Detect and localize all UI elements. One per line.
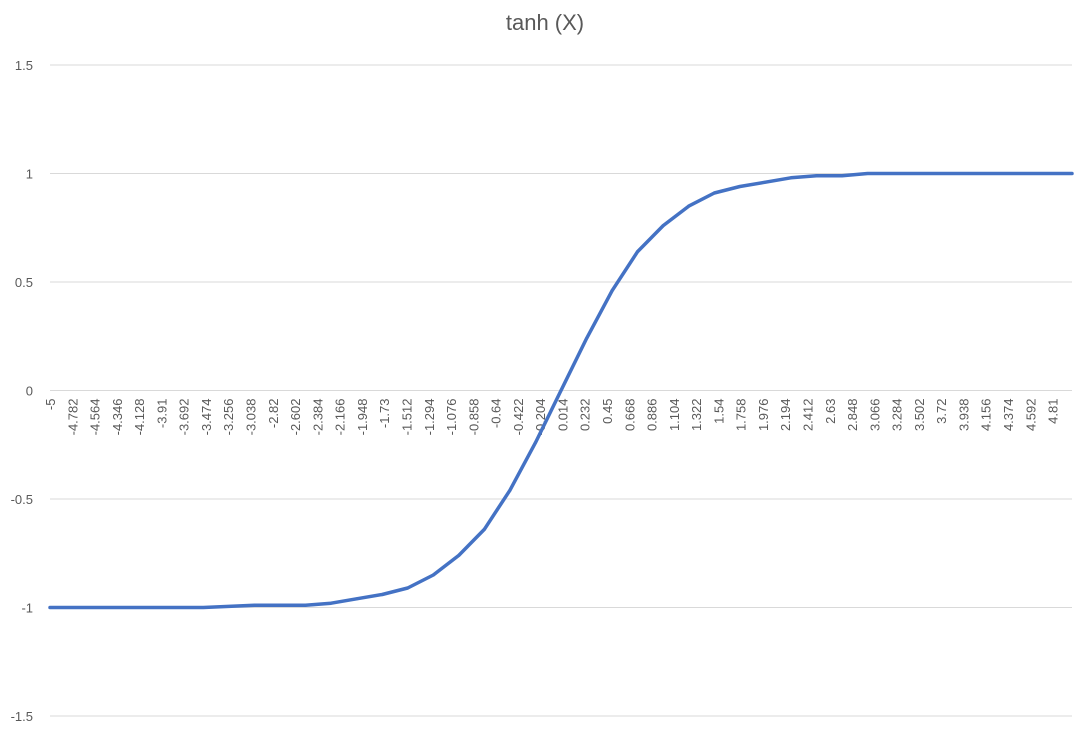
x-tick-label: 0.014 — [555, 399, 570, 432]
x-tick-label: 1.322 — [689, 399, 704, 432]
data-point — [1019, 172, 1023, 175]
x-tick-label: 4.156 — [979, 399, 994, 432]
x-tick-label: 0.668 — [622, 399, 637, 432]
x-tick-label: -3.474 — [199, 399, 214, 436]
x-tick-label: -3.256 — [221, 399, 236, 436]
x-tick-label: -3.038 — [244, 399, 259, 436]
data-point — [815, 174, 818, 178]
data-point — [278, 603, 282, 607]
data-point — [610, 289, 614, 293]
x-tick-label: 3.938 — [956, 399, 971, 432]
x-tick-label: 2.412 — [801, 399, 816, 432]
x-tick-label: -0.64 — [489, 399, 504, 429]
data-point — [533, 441, 537, 445]
x-tick-label: -1.512 — [399, 399, 414, 436]
x-tick-label: -4.782 — [65, 399, 80, 436]
x-tick-label: 4.81 — [1046, 399, 1061, 424]
data-point — [866, 172, 870, 175]
x-tick-label: 3.502 — [912, 399, 927, 432]
data-point — [687, 204, 691, 208]
data-point — [431, 573, 435, 577]
data-point — [1070, 172, 1074, 175]
x-tick-label: -0.858 — [466, 399, 481, 436]
y-tick-label: 0.5 — [15, 275, 33, 290]
x-tick-label: -4.128 — [132, 399, 147, 436]
data-point — [150, 606, 154, 609]
x-tick-label: 3.72 — [934, 399, 949, 424]
data-point — [380, 592, 384, 596]
x-tick-label: 0.232 — [578, 399, 593, 432]
x-tick-label: -4.346 — [110, 399, 125, 436]
x-tick-label: 1.104 — [667, 399, 682, 432]
x-tick-label: 4.592 — [1023, 399, 1038, 432]
data-point — [457, 553, 461, 557]
y-tick-label: -0.5 — [11, 492, 33, 507]
x-tick-label: 1.976 — [756, 399, 771, 432]
x-tick-label: 2.63 — [823, 399, 838, 424]
x-tick-label: -3.91 — [154, 399, 169, 429]
data-point — [636, 250, 640, 254]
data-point — [99, 606, 103, 609]
data-point — [252, 603, 256, 607]
x-tick-label: -1.076 — [444, 399, 459, 436]
data-point — [482, 527, 486, 531]
data-point — [508, 488, 512, 492]
x-tick-label: -0.422 — [511, 399, 526, 436]
x-tick-label: 0.45 — [600, 399, 615, 424]
x-tick-label: -1.948 — [355, 399, 370, 436]
y-tick-label: 1.5 — [15, 58, 33, 73]
data-point — [48, 606, 52, 609]
data-point — [329, 601, 333, 605]
x-tick-label: 2.194 — [778, 399, 793, 432]
x-tick-label: 3.284 — [890, 399, 905, 432]
x-tick-label: -2.602 — [288, 399, 303, 436]
x-tick-label: -2.82 — [266, 399, 281, 429]
data-point — [738, 185, 742, 189]
x-tick-label: 1.54 — [711, 399, 726, 424]
y-tick-label: -1.5 — [11, 709, 33, 724]
x-tick-label: 3.066 — [867, 399, 882, 432]
x-tick-label: -2.166 — [333, 399, 348, 436]
data-point — [304, 603, 307, 607]
data-point — [201, 606, 205, 609]
x-tick-label: -3.692 — [177, 399, 192, 436]
y-tick-label: 1 — [26, 167, 33, 182]
x-tick-label: -4.564 — [88, 399, 103, 436]
x-tick-label: 4.374 — [1001, 399, 1016, 432]
data-point — [661, 224, 665, 228]
data-point — [585, 336, 589, 340]
x-tick-label: -1.294 — [422, 399, 437, 436]
y-tick-label: -1 — [21, 601, 33, 616]
x-tick-label: -5 — [43, 399, 58, 411]
data-point — [559, 389, 563, 392]
data-point — [840, 174, 844, 178]
y-tick-label: 0 — [26, 384, 33, 399]
chart-title: tanh (X) — [505, 10, 585, 35]
x-tick-label: 1.758 — [734, 399, 749, 432]
data-point — [968, 172, 972, 175]
x-tick-label: 0.886 — [645, 399, 660, 432]
data-point — [355, 597, 359, 601]
x-tick-label: 2.848 — [845, 399, 860, 432]
data-point — [406, 586, 410, 590]
data-point — [712, 191, 716, 195]
data-point — [917, 172, 921, 175]
x-tick-label: -1.73 — [377, 399, 392, 429]
data-point — [763, 180, 767, 184]
data-point — [789, 176, 793, 180]
x-tick-label: -2.384 — [310, 399, 325, 436]
